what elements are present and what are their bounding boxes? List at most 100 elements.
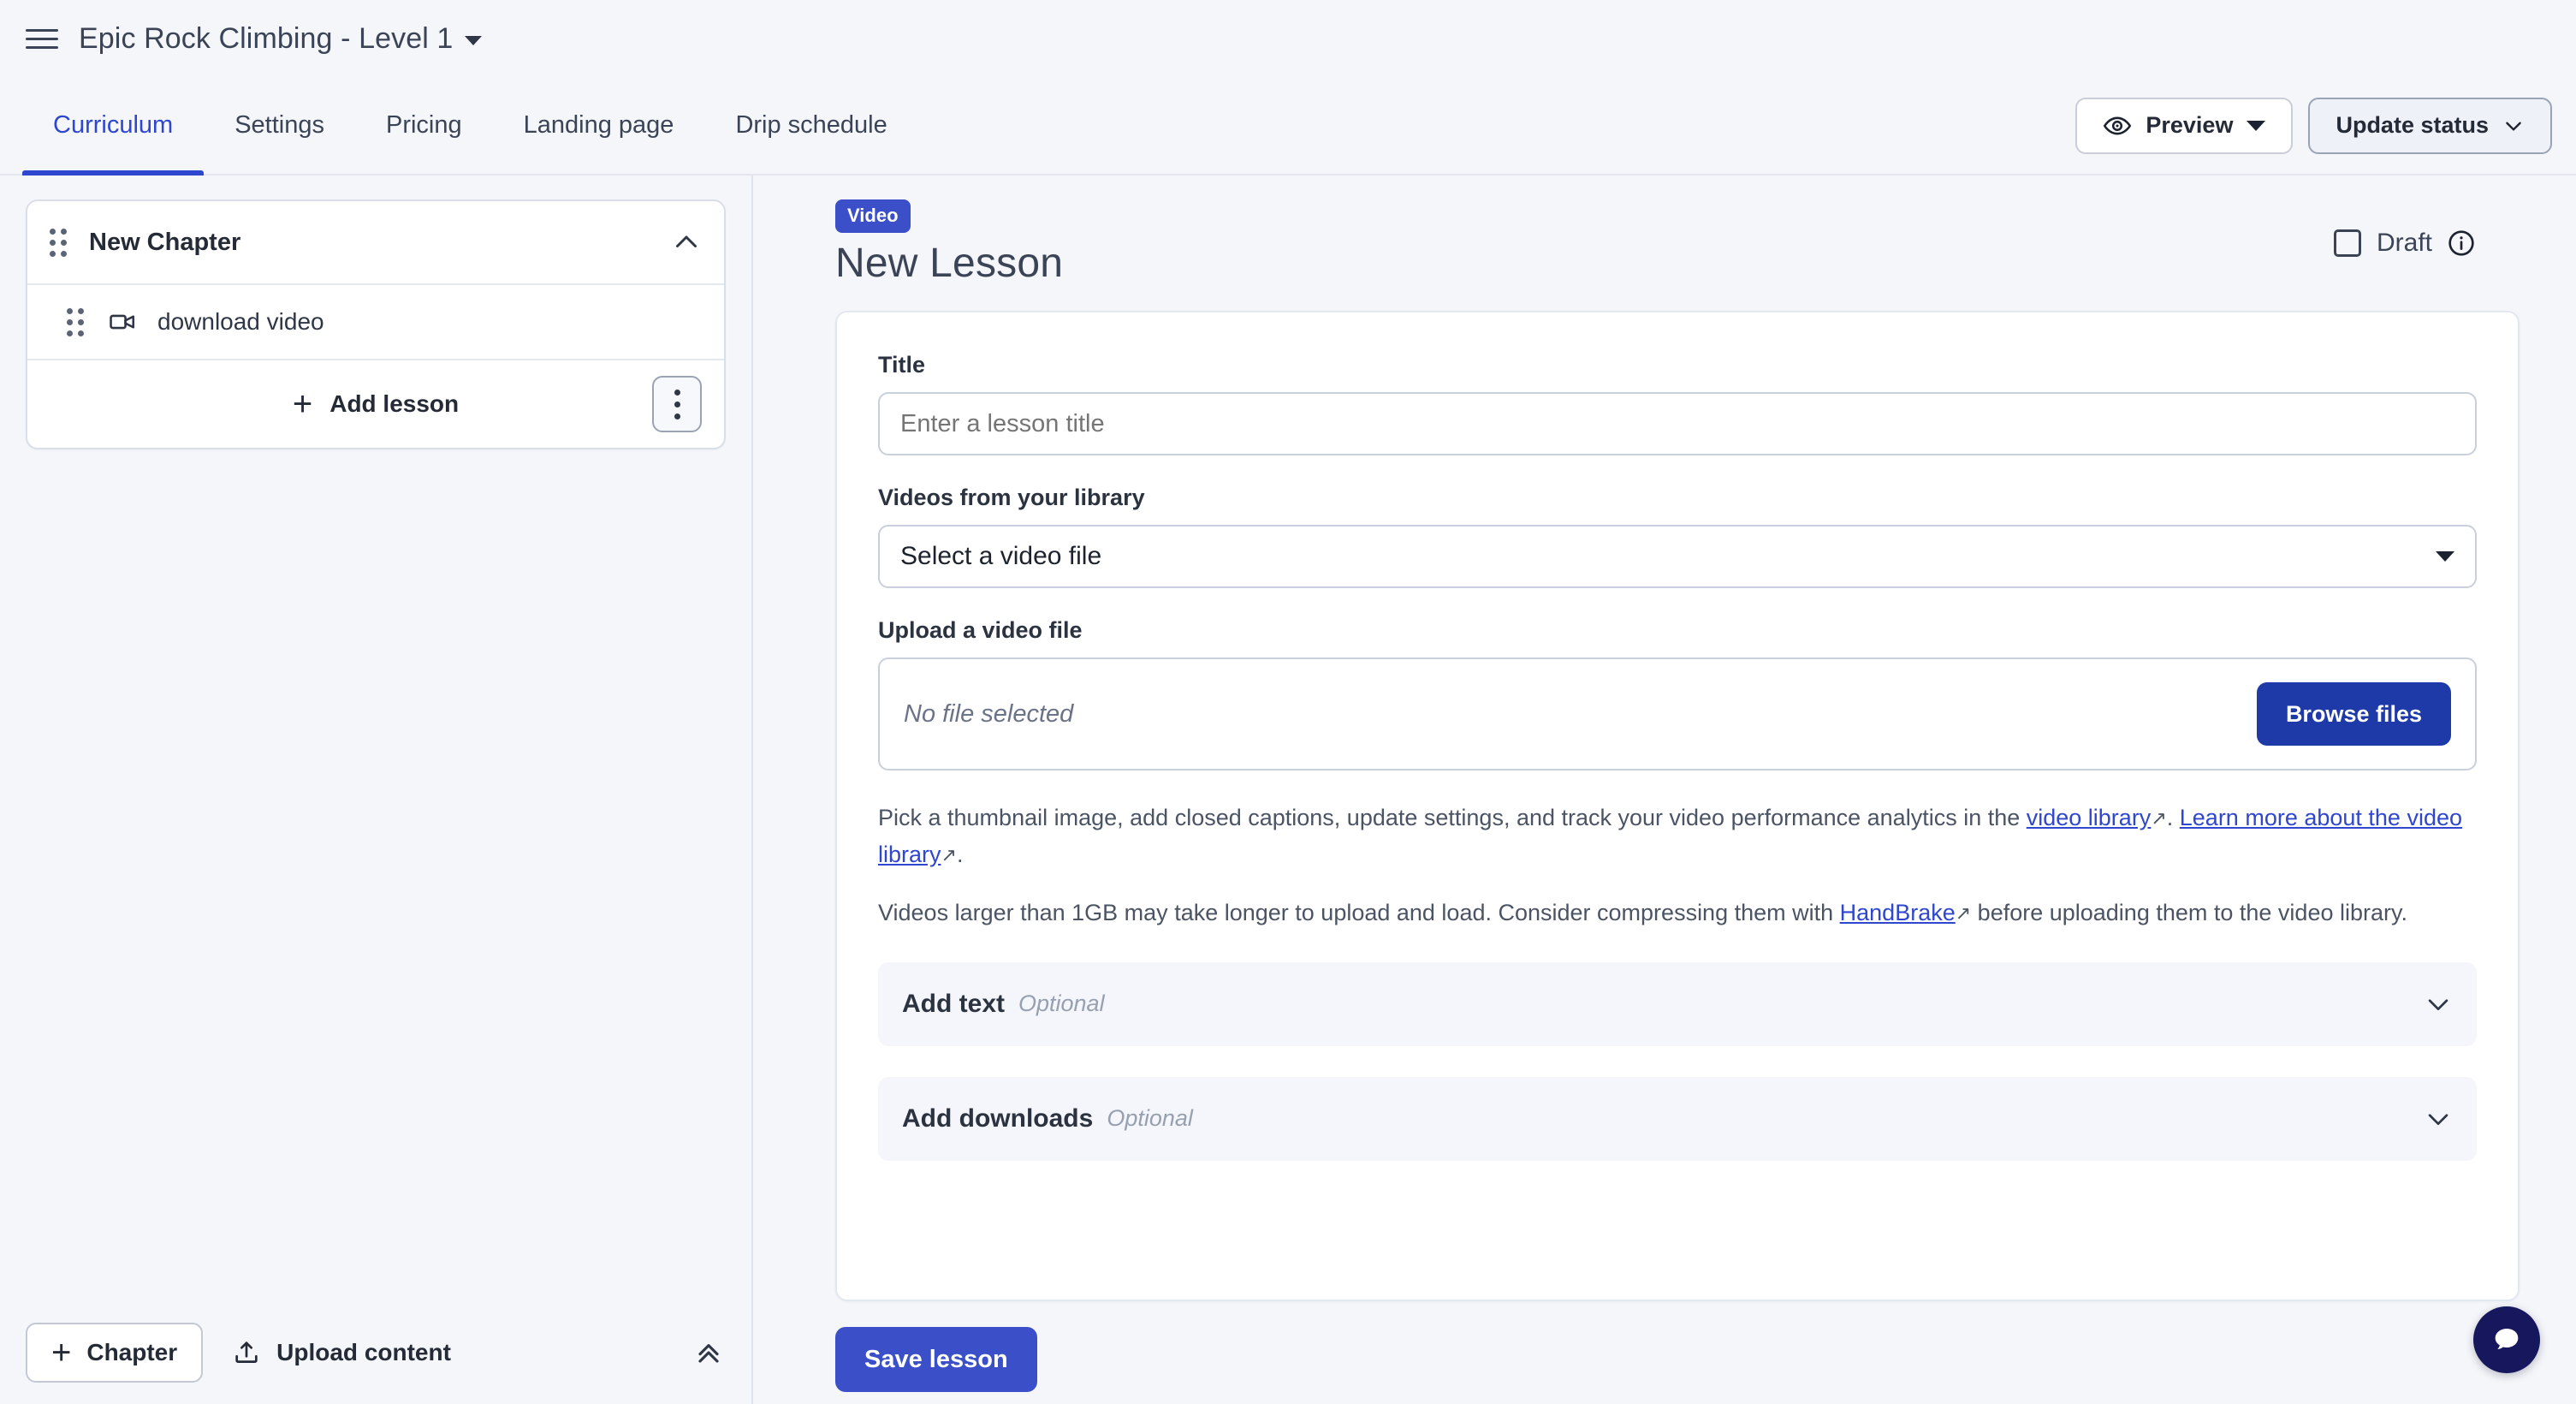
lesson-type-badge: Video bbox=[835, 199, 911, 233]
add-lesson-button[interactable]: + Add lesson bbox=[293, 387, 459, 421]
add-text-optional-label: Optional bbox=[1018, 991, 1105, 1017]
title-field-label: Title bbox=[878, 352, 926, 378]
add-lesson-row: + Add lesson bbox=[27, 359, 724, 448]
eye-icon bbox=[2104, 116, 2132, 134]
help-p1-part2: . bbox=[2166, 805, 2180, 830]
draft-label: Draft bbox=[2376, 229, 2432, 257]
video-size-help-text: Videos larger than 1GB may take longer t… bbox=[878, 895, 2477, 931]
title-input[interactable] bbox=[878, 392, 2477, 455]
lesson-row[interactable]: download video bbox=[27, 283, 724, 359]
lesson-name: download video bbox=[157, 308, 324, 335]
plus-icon: + bbox=[51, 1334, 72, 1371]
tab-label: Pricing bbox=[385, 111, 462, 139]
tab-landing-page[interactable]: Landing page bbox=[493, 77, 705, 174]
save-lesson-button[interactable]: Save lesson bbox=[835, 1327, 1037, 1392]
help-p1-part1: Pick a thumbnail image, add closed capti… bbox=[878, 805, 2027, 830]
video-camera-icon bbox=[108, 307, 137, 336]
upload-content-label: Upload content bbox=[276, 1339, 451, 1365]
video-library-selected-value: Select a video file bbox=[900, 542, 1102, 570]
accordion-expand-toggle[interactable] bbox=[2424, 990, 2453, 1019]
preview-label: Preview bbox=[2146, 112, 2234, 138]
chapter-list: New Chapter bbox=[0, 176, 751, 1301]
collapse-all-button[interactable] bbox=[691, 1336, 726, 1370]
caret-down-icon bbox=[2436, 551, 2454, 562]
browse-files-button[interactable]: Browse files bbox=[2256, 682, 2451, 746]
caret-down-icon bbox=[2247, 120, 2266, 131]
update-status-button[interactable]: Update status bbox=[2308, 97, 2552, 154]
chevron-up-icon bbox=[676, 235, 697, 247]
add-chapter-button[interactable]: + Chapter bbox=[26, 1323, 204, 1383]
sidebar-footer: + Chapter Upload content bbox=[0, 1301, 751, 1404]
update-status-label: Update status bbox=[2336, 112, 2489, 138]
tab-list: Curriculum Settings Pricing Landing page… bbox=[0, 77, 918, 176]
chapter-name: New Chapter bbox=[89, 228, 241, 256]
add-text-accordion[interactable]: Add text Optional bbox=[878, 961, 2477, 1046]
tab-curriculum[interactable]: Curriculum bbox=[22, 77, 205, 176]
help-p2-part2: before uploading them to the video libra… bbox=[1971, 900, 2407, 926]
add-downloads-title: Add downloads bbox=[902, 1104, 1094, 1133]
curriculum-sidebar: New Chapter bbox=[0, 176, 753, 1404]
info-icon[interactable] bbox=[2448, 229, 2475, 257]
library-field-group: Videos from your library Select a video … bbox=[878, 485, 2477, 588]
page-title: New Lesson bbox=[835, 241, 1064, 286]
tab-label: Settings bbox=[234, 111, 324, 139]
add-chapter-label: Chapter bbox=[86, 1339, 178, 1365]
learn-more-video-library-link[interactable]: Learn more about the video library bbox=[878, 805, 2462, 867]
file-upload-box[interactable]: No file selected Browse files bbox=[878, 657, 2477, 770]
draft-checkbox[interactable] bbox=[2333, 229, 2361, 257]
tab-bar: Curriculum Settings Pricing Landing page… bbox=[0, 77, 2576, 176]
lesson-editor: Video New Lesson Draft Title bbox=[753, 176, 2576, 1404]
chevron-down-icon bbox=[2428, 1114, 2448, 1125]
caret-down-icon bbox=[465, 35, 483, 45]
tab-label: Curriculum bbox=[53, 111, 174, 139]
add-downloads-accordion[interactable]: Add downloads Optional bbox=[878, 1076, 2477, 1161]
drag-handle-icon[interactable] bbox=[67, 307, 84, 336]
tab-pricing[interactable]: Pricing bbox=[355, 77, 493, 174]
add-text-title: Add text bbox=[902, 989, 1005, 1018]
plus-icon: + bbox=[292, 385, 313, 423]
chapter-more-options-button[interactable] bbox=[652, 376, 702, 432]
preview-button[interactable]: Preview bbox=[2075, 97, 2294, 154]
video-library-select[interactable]: Select a video file bbox=[878, 525, 2477, 588]
header-actions: Preview Update status bbox=[2075, 77, 2576, 174]
chevron-down-icon bbox=[2506, 122, 2521, 131]
double-chevron-up-icon bbox=[698, 1344, 719, 1363]
external-link-icon: ↗ bbox=[1955, 902, 1972, 925]
library-field-label: Videos from your library bbox=[878, 485, 1145, 510]
chapter-collapse-toggle[interactable] bbox=[671, 227, 702, 258]
accordion-expand-toggle[interactable] bbox=[2424, 1104, 2453, 1133]
tab-drip-schedule[interactable]: Drip schedule bbox=[704, 77, 917, 174]
draft-toggle-group: Draft bbox=[2333, 229, 2516, 258]
top-bar: Epic Rock Climbing - Level 1 bbox=[0, 0, 2576, 77]
handbrake-link[interactable]: HandBrake bbox=[1839, 900, 1956, 926]
tab-label: Landing page bbox=[523, 111, 674, 139]
video-library-link[interactable]: video library bbox=[2026, 805, 2152, 830]
lesson-header-left: Video New Lesson bbox=[835, 199, 1063, 287]
upload-field-label: Upload a video file bbox=[878, 617, 1083, 643]
lesson-header: Video New Lesson Draft bbox=[753, 176, 2576, 287]
chapter-card: New Chapter bbox=[26, 199, 726, 449]
lesson-form-card: Title Videos from your library Select a … bbox=[835, 311, 2520, 1301]
add-lesson-label: Add lesson bbox=[329, 390, 460, 417]
chat-support-button[interactable] bbox=[2473, 1306, 2540, 1373]
video-library-help-text: Pick a thumbnail image, add closed capti… bbox=[878, 800, 2477, 872]
chat-bubble-icon bbox=[2495, 1329, 2519, 1350]
tab-settings[interactable]: Settings bbox=[204, 77, 355, 174]
hamburger-icon[interactable] bbox=[26, 26, 58, 51]
title-field-group: Title bbox=[878, 352, 2477, 455]
help-p1-part3: . bbox=[956, 841, 964, 867]
tab-label: Drip schedule bbox=[735, 111, 887, 139]
body: New Chapter bbox=[0, 176, 2576, 1404]
external-link-icon: ↗ bbox=[941, 843, 957, 866]
no-file-selected-text: No file selected bbox=[904, 699, 1074, 728]
upload-field-group: Upload a video file No file selected Bro… bbox=[878, 617, 2477, 770]
drag-handle-icon[interactable] bbox=[50, 228, 67, 257]
upload-icon bbox=[235, 1342, 258, 1363]
chevron-down-icon bbox=[2428, 999, 2448, 1010]
chapter-header[interactable]: New Chapter bbox=[27, 201, 724, 283]
help-p2-part1: Videos larger than 1GB may take longer t… bbox=[878, 900, 1840, 926]
lesson-footer: Save lesson bbox=[753, 1301, 2576, 1404]
upload-content-button[interactable]: Upload content bbox=[232, 1338, 451, 1367]
course-title-dropdown[interactable]: Epic Rock Climbing - Level 1 bbox=[79, 22, 483, 56]
